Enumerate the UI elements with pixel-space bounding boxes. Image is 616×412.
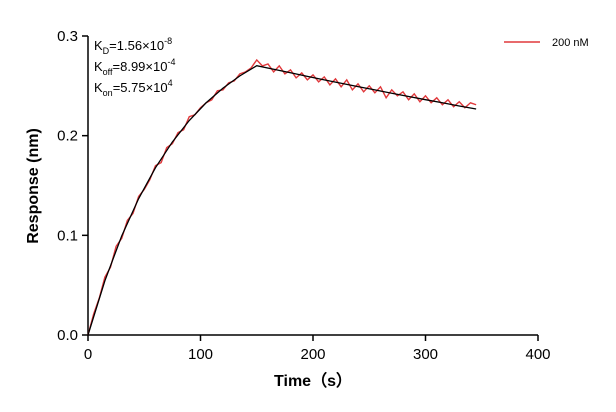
data-line [87, 58, 477, 336]
annotation-value: =1.56×10 [109, 38, 164, 53]
x-tick-label: 200 [300, 346, 325, 363]
legend-label: 200 nM [552, 37, 589, 49]
x-tick-label: 300 [413, 346, 438, 363]
annotation: Koff=8.99×10-4 [94, 57, 175, 77]
annotation-subscript: D [103, 46, 110, 56]
annotation: Kon=5.75×104 [94, 78, 173, 98]
annotation-value: =5.75×10 [113, 80, 168, 95]
annotation-subscript: off [103, 67, 113, 77]
x-axis-title: Time（s） [274, 372, 352, 390]
x-tick-label: 100 [188, 346, 213, 363]
y-tick-label: 0.0 [57, 327, 78, 344]
annotation-symbol: K [94, 38, 103, 53]
x-tick-label: 400 [525, 346, 550, 363]
annotation-exponent: -8 [164, 36, 172, 46]
annotation: KD=1.56×10-8 [94, 36, 172, 56]
y-axis-title: Response (nm) [25, 128, 42, 244]
annotation-value: =8.99×10 [113, 59, 168, 74]
y-tick-label: 0.3 [57, 28, 78, 45]
annotation-symbol: K [94, 59, 103, 74]
annotation-symbol: K [94, 80, 103, 95]
y-tick-label: 0.2 [57, 128, 78, 145]
annotation-exponent: 4 [168, 78, 173, 88]
y-tick-label: 0.1 [57, 227, 78, 244]
x-tick-label: 0 [84, 346, 92, 363]
annotation-subscript: on [103, 88, 113, 98]
fit-line [87, 65, 477, 336]
annotation-exponent: -4 [167, 57, 175, 67]
